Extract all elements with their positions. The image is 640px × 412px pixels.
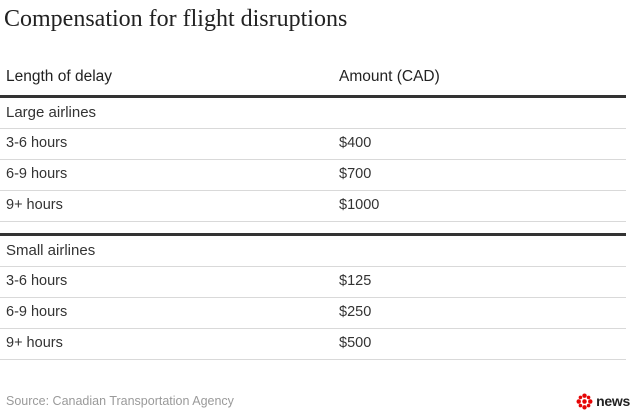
group-label-row: Large airlines	[0, 98, 626, 129]
column-header-amount: Amount (CAD)	[339, 68, 440, 85]
cbc-gem-icon	[576, 393, 593, 409]
cbc-news-logo: news	[576, 393, 630, 409]
group-label-row: Small airlines	[0, 236, 626, 267]
amount-cell: $400	[339, 135, 372, 151]
column-header-length-of-delay: Length of delay	[6, 68, 113, 85]
table-row: 3-6 hours $125	[0, 267, 626, 298]
delay-cell: 3-6 hours	[6, 135, 68, 151]
delay-cell: 3-6 hours	[6, 273, 68, 289]
table-row: 6-9 hours $250	[0, 298, 626, 329]
delay-cell: 9+ hours	[6, 197, 63, 213]
table-row: 9+ hours $1000	[0, 191, 626, 222]
delay-cell: 6-9 hours	[6, 304, 68, 320]
table-header-row: Length of delay Amount (CAD)	[0, 62, 626, 98]
table-row: 3-6 hours $400	[0, 129, 626, 160]
source-note: Source: Canadian Transportation Agency	[6, 394, 234, 408]
compensation-table: Length of delay Amount (CAD) Large airli…	[0, 62, 626, 360]
page-title: Compensation for flight disruptions	[4, 6, 348, 32]
group-label: Small airlines	[6, 242, 96, 259]
group-label: Large airlines	[6, 104, 97, 121]
amount-cell: $700	[339, 166, 372, 182]
delay-cell: 9+ hours	[6, 335, 63, 351]
amount-cell: $125	[339, 273, 372, 289]
table-row: 9+ hours $500	[0, 329, 626, 360]
amount-cell: $250	[339, 304, 372, 320]
delay-cell: 6-9 hours	[6, 166, 68, 182]
table-row: 6-9 hours $700	[0, 160, 626, 191]
brand-wordmark: news	[596, 393, 630, 409]
amount-cell: $1000	[339, 197, 380, 213]
group-divider	[0, 222, 626, 236]
amount-cell: $500	[339, 335, 372, 351]
